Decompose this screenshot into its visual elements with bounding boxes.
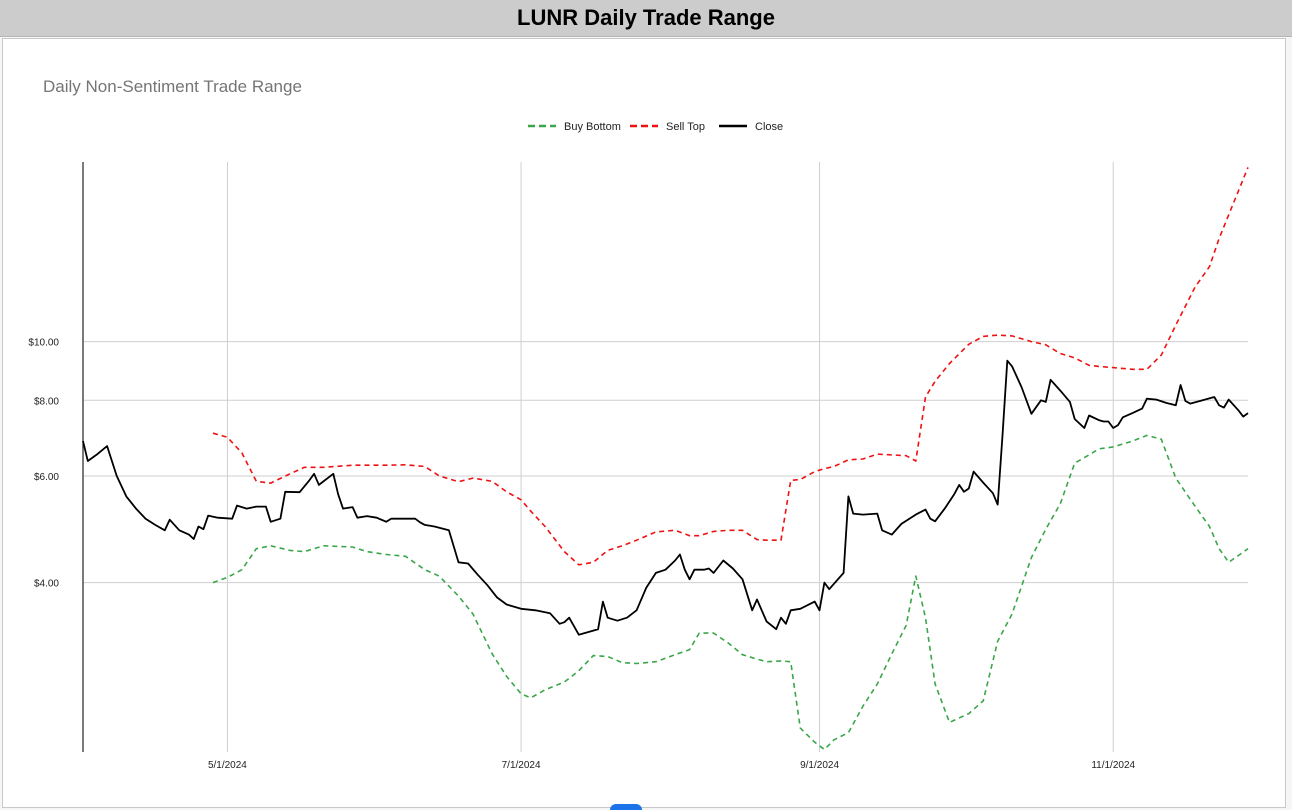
y-tick-label: $6.00 [34, 472, 59, 483]
x-tick-label: 9/1/2024 [800, 760, 839, 771]
x-tick-label: 11/1/2024 [1091, 760, 1135, 771]
title-bar: LUNR Daily Trade Range [0, 0, 1292, 37]
series-line-sell-top [212, 167, 1249, 566]
y-tick-label: $10.00 [28, 338, 59, 349]
chart-title: Daily Non-Sentiment Trade Range [43, 77, 302, 96]
series-line-buy-bottom [212, 434, 1249, 751]
series-line-close [82, 359, 1249, 636]
legend-label-buy-bottom: Buy Bottom [564, 121, 621, 133]
page-title: LUNR Daily Trade Range [517, 5, 775, 30]
scroll-indicator[interactable] [610, 804, 642, 810]
x-tick-label: 7/1/2024 [502, 760, 541, 771]
chart-card[interactable]: Daily Non-Sentiment Trade Range $4.00 $6.… [2, 38, 1286, 808]
legend-label-close: Close [755, 121, 783, 133]
legend-label-sell-top: Sell Top [666, 121, 705, 133]
y-tick-label: $8.00 [34, 396, 59, 407]
y-tick-label: $4.00 [34, 579, 59, 590]
x-tick-label: 5/1/2024 [208, 760, 247, 771]
line-chart: $4.00 $6.00 $8.00 $10.00 5/1/2024 7/1/2024 9/1… [28, 121, 1249, 771]
